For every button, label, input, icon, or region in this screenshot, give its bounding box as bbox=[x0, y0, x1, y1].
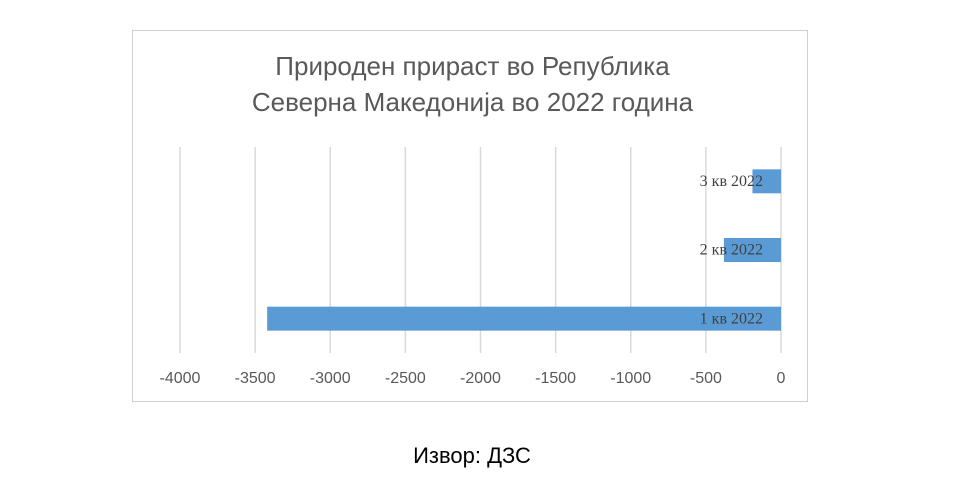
x-tick-label: -2500 bbox=[385, 370, 426, 387]
x-tick-label: 0 bbox=[777, 370, 786, 387]
x-tick-label: -1000 bbox=[610, 370, 651, 387]
bar bbox=[752, 169, 781, 194]
x-tick-label: -4000 bbox=[160, 370, 201, 387]
x-tick-label: -3000 bbox=[310, 370, 351, 387]
category-label: 1 кв 2022 bbox=[700, 310, 763, 327]
bar bbox=[723, 238, 781, 262]
chart-frame bbox=[132, 30, 808, 402]
bar bbox=[267, 306, 781, 331]
category-label: 3 кв 2022 bbox=[700, 173, 763, 190]
source-note: Извор: ДЗС bbox=[413, 443, 531, 468]
category-label: 2 кв 2022 bbox=[700, 242, 763, 259]
chart-title: Природен прираст во Република Северна Ма… bbox=[251, 51, 694, 117]
x-tick-label: -3500 bbox=[235, 370, 276, 387]
x-tick-label: -1500 bbox=[535, 370, 576, 387]
x-tick-label: -2000 bbox=[460, 370, 501, 387]
x-tick-label: -500 bbox=[690, 370, 722, 387]
